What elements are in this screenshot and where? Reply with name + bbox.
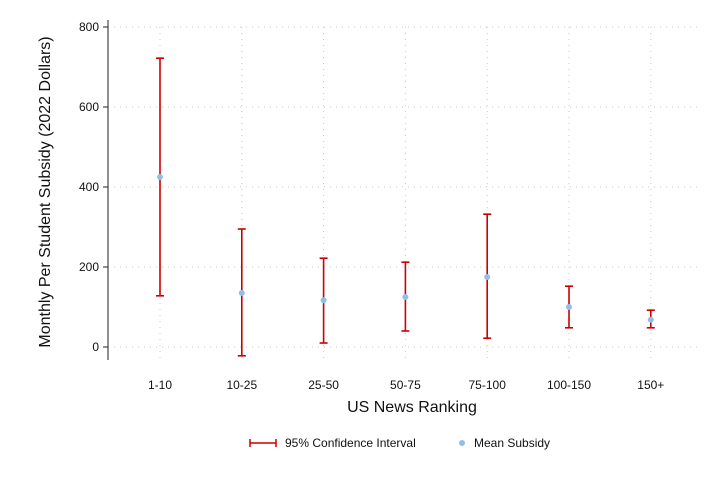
legend-label-confidence-interval: 95% Confidence Interval xyxy=(285,436,416,450)
x-axis-title: US News Ranking xyxy=(347,399,477,416)
legend-label-mean-subsidy: Mean Subsidy xyxy=(474,436,550,450)
mean-point xyxy=(647,316,654,323)
grid-lines xyxy=(108,26,700,360)
mean-point xyxy=(157,174,163,180)
x-tick-label: 1-10 xyxy=(148,378,172,392)
y-tick-label: 0 xyxy=(92,340,99,354)
y-tick-label: 800 xyxy=(79,20,99,34)
x-tick-label: 75-100 xyxy=(469,378,507,392)
x-tick-label: 25-50 xyxy=(308,378,339,392)
y-tick-label: 200 xyxy=(79,260,99,274)
y-ticks: 0 200 400 600 800 xyxy=(79,20,108,354)
x-tick-label: 100-150 xyxy=(547,378,591,392)
y-axis-title: Monthly Per Student Subsidy (2022 Dollar… xyxy=(37,36,54,347)
x-tick-label: 10-25 xyxy=(226,378,257,392)
legend-item-confidence-interval: 95% Confidence Interval xyxy=(249,436,416,450)
mean-point xyxy=(484,274,491,280)
legend: 95% Confidence Interval Mean Subsidy xyxy=(249,436,550,450)
x-ticks: 1-10 10-25 25-50 50-75 75-100 100-150 150+ xyxy=(148,378,664,392)
y-tick-label: 400 xyxy=(79,180,99,194)
y-tick-label: 600 xyxy=(79,100,99,114)
x-tick-label: 50-75 xyxy=(390,378,421,392)
mean-point xyxy=(402,294,409,300)
x-tick-label: 150+ xyxy=(637,378,664,392)
mean-point xyxy=(320,297,327,304)
mean-points xyxy=(157,174,654,323)
mean-point xyxy=(238,290,245,296)
mean-point xyxy=(566,304,572,310)
legend-item-mean-subsidy: Mean Subsidy xyxy=(459,436,550,450)
confidence-intervals xyxy=(156,57,655,357)
